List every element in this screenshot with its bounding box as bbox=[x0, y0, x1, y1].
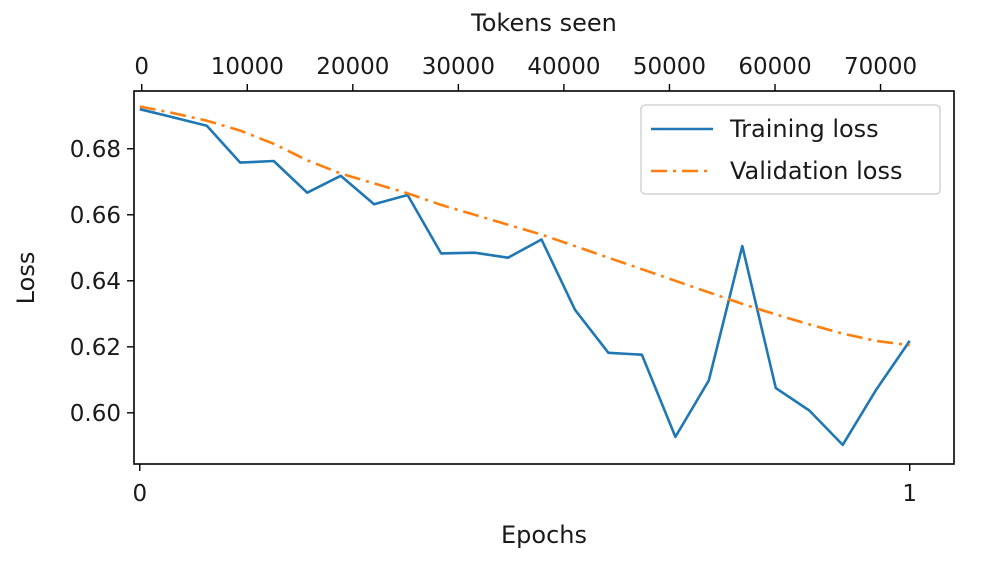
x-tick-label: 1 bbox=[902, 481, 917, 507]
x2-tick-label: 40000 bbox=[527, 54, 600, 80]
y-tick-label: 0.66 bbox=[70, 203, 121, 229]
series-layer bbox=[139, 105, 911, 447]
x2-tick-label: 60000 bbox=[738, 54, 811, 80]
series-line-validation-loss bbox=[139, 105, 910, 347]
x-axis-label: Epochs bbox=[501, 521, 587, 549]
x2-tick-label: 20000 bbox=[316, 54, 389, 80]
x2-tick-label: 50000 bbox=[633, 54, 706, 80]
y-tick-label: 0.60 bbox=[70, 401, 121, 427]
x2-tick-label: 70000 bbox=[844, 54, 917, 80]
legend-label-validation-loss: Validation loss bbox=[730, 157, 903, 185]
y-tick-label: 0.64 bbox=[70, 269, 121, 295]
series-line-training-loss bbox=[139, 107, 911, 447]
ticks-layer: 0.60 0.62 0.64 0.66 0.68 0 1 0 10000 20000 30000 40… bbox=[70, 54, 917, 507]
plot-frame bbox=[133, 90, 955, 465]
y-axis-label: Loss bbox=[12, 252, 40, 305]
legend: Training loss Validation loss bbox=[640, 104, 941, 195]
legend-box bbox=[640, 104, 941, 195]
x2-axis-label: Tokens seen bbox=[470, 9, 617, 37]
x2-tick-label: 30000 bbox=[422, 54, 495, 80]
y-tick-label: 0.68 bbox=[70, 137, 121, 163]
x2-tick-label: 10000 bbox=[211, 54, 284, 80]
legend-label-training-loss: Training loss bbox=[729, 115, 879, 143]
y-tick-label: 0.62 bbox=[70, 335, 121, 361]
x2-tick-label: 0 bbox=[134, 54, 149, 80]
x-tick-label: 0 bbox=[132, 481, 147, 507]
